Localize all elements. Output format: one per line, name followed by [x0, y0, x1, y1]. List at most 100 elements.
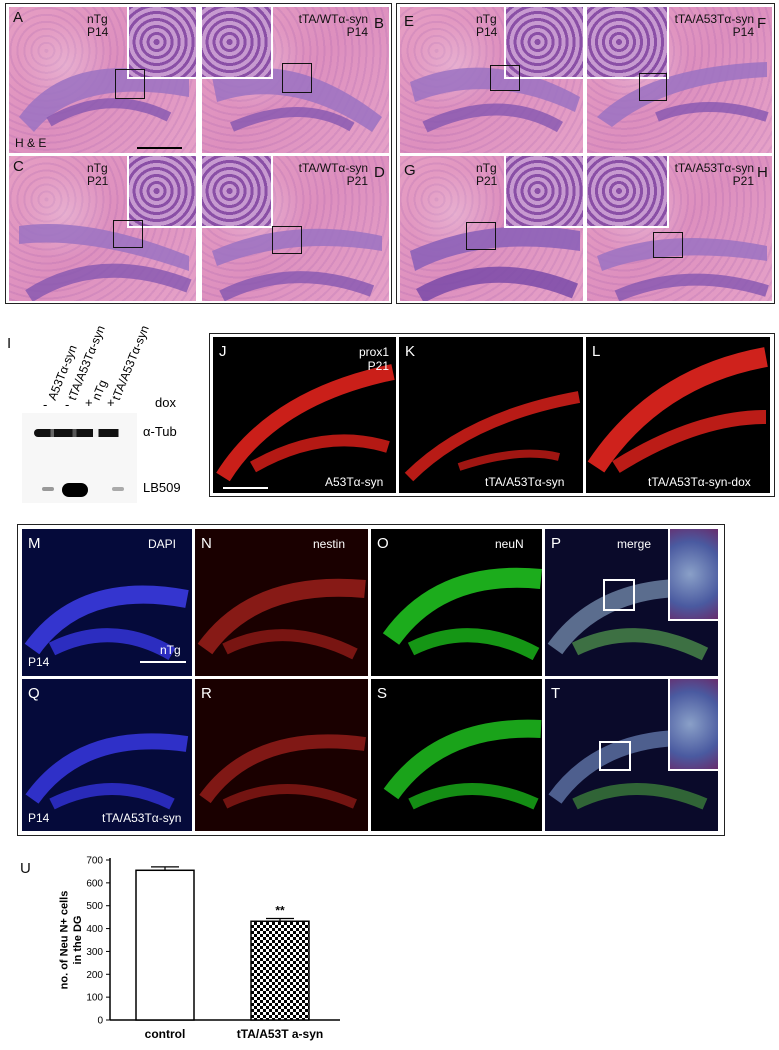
panel-f-genotype: tTA/A53Tα-syn — [674, 12, 754, 26]
x-tick-label: control — [145, 1027, 186, 1041]
y-axis-label: no. of Neu N+ cellsin the DG — [59, 891, 84, 990]
blot-membrane — [22, 413, 137, 503]
band-lb509 — [62, 483, 88, 497]
panel-b-age: P14 — [346, 25, 368, 39]
panel-p-inset — [668, 529, 718, 621]
hippocampus-shape — [597, 62, 769, 127]
fluorescence-block: M DAPI P14 nTg N nestin O neuN P merge — [17, 524, 725, 836]
dentate-gyrus-shape — [216, 364, 395, 482]
hippocampus-shape — [19, 68, 189, 132]
y-tick-label: 100 — [86, 993, 103, 1004]
hippocampus-shape — [212, 68, 382, 132]
panel-e-age: P14 — [476, 25, 498, 39]
panel-h-label: tTA/A53Tα-syn P21 — [659, 162, 754, 188]
panel-k-label: tTA/A53Tα-syn — [485, 475, 565, 489]
panel-c-roi-box — [113, 220, 143, 248]
panel-s: S — [371, 679, 542, 831]
band-label-lb509: LB509 — [143, 480, 181, 495]
band-lb509-faint — [42, 487, 54, 491]
panel-f-inset — [587, 7, 669, 79]
marker-name: prox1 — [358, 345, 389, 359]
panel-e-letter: E — [404, 13, 415, 30]
panel-m-age: P14 — [28, 655, 50, 669]
panel-a-label: nTg P14 — [87, 13, 123, 39]
panel-f-roi-box — [639, 73, 667, 101]
panel-q-genotype: tTA/A53Tα-syn — [102, 811, 182, 825]
significance-label: ** — [275, 904, 285, 918]
panel-m-letter: M — [28, 535, 41, 552]
hippocampus-shape — [410, 226, 580, 301]
dentate-gyrus-shape — [404, 391, 581, 482]
panel-b-genotype: tTA/WTα-syn — [298, 12, 368, 26]
band-tubulin — [34, 429, 126, 437]
panel-f-age: P14 — [732, 25, 754, 39]
panel-a-age: P14 — [87, 25, 109, 39]
panel-a: A nTg P14 H & E — [9, 7, 196, 153]
panel-r: R — [195, 679, 368, 831]
panel-c: C nTg P21 — [9, 156, 196, 301]
panel-b: B tTA/WTα-syn P14 — [202, 7, 389, 153]
he-block-right: E nTg P14 F tTA/A53Tα-syn P14 G nTg P21 — [396, 3, 775, 304]
lane-label: tTA/A53Tα-syn — [109, 323, 152, 403]
he-block-left: A nTg P14 H & E B tTA/WTα-syn P14 C nTg — [5, 3, 392, 304]
panel-g-inset — [504, 156, 583, 228]
western-blot: I A53Tα-syn tTA/A53Tα-syn nTg tTA/A53Tα-… — [5, 315, 205, 505]
panel-l: L tTA/A53Tα-syn-dox — [586, 337, 770, 493]
panel-n-stain: nestin — [313, 537, 346, 551]
y-tick-label: 400 — [86, 924, 103, 935]
panel-d: D tTA/WTα-syn P21 — [202, 156, 389, 301]
dentate-gyrus-shape — [197, 578, 366, 660]
y-tick-label: 500 — [86, 901, 103, 912]
scale-bar — [140, 661, 186, 663]
panel-j: J prox1 P21 A53Tα-syn — [213, 337, 396, 493]
x-tick-label: tTA/A53T a-syn — [237, 1027, 323, 1041]
panel-h-roi-box — [653, 232, 683, 258]
neun-cell-count-chart: 0 100 200 300 400 500 600 700 no. of Neu N+ cell… — [59, 856, 340, 1041]
panel-a-stain: H & E — [15, 136, 47, 150]
y-tick-label: 700 — [86, 856, 103, 867]
panel-e-genotype: nTg — [476, 12, 497, 26]
scale-bar — [223, 487, 268, 489]
dox-sign: - — [65, 397, 70, 412]
panel-l-letter: L — [592, 343, 601, 360]
panel-d-label: tTA/WTα-syn P21 — [278, 162, 368, 188]
panel-j-label: A53Tα-syn — [325, 475, 384, 489]
panel-u-letter: U — [20, 860, 31, 877]
band-lb509-faint — [112, 487, 124, 491]
panel-d-letter: D — [374, 164, 385, 181]
prox1-block: J prox1 P21 A53Tα-syn K tTA/A53Tα-syn L … — [209, 333, 775, 497]
bar — [250, 920, 310, 1021]
panel-h-letter: H — [757, 164, 768, 181]
panel-e-roi-box — [490, 65, 520, 91]
dox-sign: + — [107, 395, 115, 410]
panel-f: F tTA/A53Tα-syn P14 — [587, 7, 772, 153]
dentate-gyrus-shape — [383, 719, 542, 810]
panel-a-letter: A — [13, 9, 24, 26]
panel-q-age: P14 — [28, 811, 50, 825]
panel-b-letter: B — [374, 15, 385, 32]
panel-k-letter: K — [405, 343, 416, 360]
panel-a-genotype: nTg — [87, 12, 108, 26]
panel-g-genotype: nTg — [476, 161, 497, 175]
dentate-gyrus-shape — [24, 585, 189, 661]
panel-g-letter: G — [404, 162, 416, 179]
panel-a-roi-box — [115, 69, 145, 99]
dentate-gyrus-shape — [587, 347, 768, 473]
panel-c-genotype: nTg — [87, 161, 108, 175]
panel-m-genotype: nTg — [160, 643, 181, 657]
y-tick-label: 0 — [97, 1016, 103, 1027]
hippocampus-shape — [19, 224, 192, 301]
panel-h-inset — [587, 156, 669, 228]
panel-p: P merge — [545, 529, 718, 676]
panel-b-roi-box — [282, 63, 312, 93]
panel-b-inset — [202, 7, 273, 79]
panel-e-inset — [504, 7, 583, 79]
panel-o: O neuN — [371, 529, 542, 676]
panel-g-age: P21 — [476, 174, 498, 188]
panel-o-stain: neuN — [495, 537, 524, 551]
panel-t: T — [545, 679, 718, 831]
bar — [135, 869, 195, 1021]
y-tick-label: 300 — [86, 947, 103, 958]
hippocampus-shape — [212, 228, 382, 301]
panel-n: N nestin — [195, 529, 368, 676]
